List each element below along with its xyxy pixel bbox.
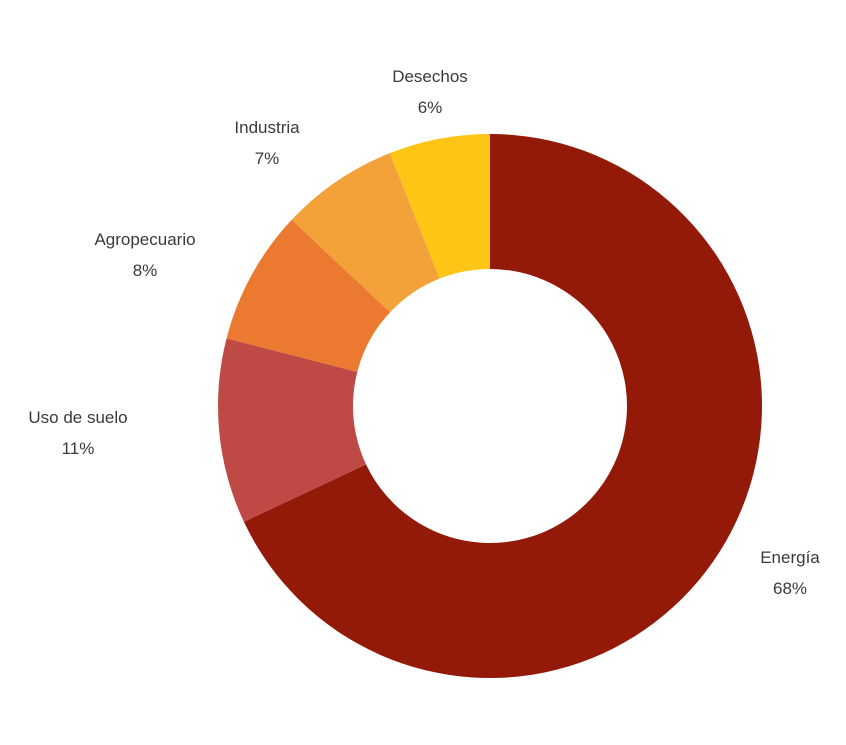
slice-label-desechos: Desechos xyxy=(392,67,468,86)
slice-energia xyxy=(243,134,762,678)
slice-label-agropecuario: Agropecuario xyxy=(94,230,195,249)
slices-group xyxy=(217,134,762,678)
slice-desechos xyxy=(389,134,490,279)
slice-value-uso-de-suelo: 11% xyxy=(62,439,95,458)
slice-value-agropecuario: 8% xyxy=(133,261,158,280)
slice-value-desechos: 6% xyxy=(418,98,443,117)
slice-agropecuario xyxy=(226,219,391,372)
slice-label-uso-de-suelo: Uso de suelo xyxy=(28,408,127,427)
slice-label-industria: Industria xyxy=(234,118,300,137)
slice-label-energia: Energía xyxy=(760,548,820,567)
slice-uso-de-suelo xyxy=(217,338,367,522)
slice-value-energia: 68% xyxy=(773,579,807,598)
slice-value-industria: 7% xyxy=(255,149,280,168)
labels-group: Energía 68% Uso de suelo 11% Agropecuario 8% I… xyxy=(28,67,820,598)
slice-industria xyxy=(291,153,440,313)
